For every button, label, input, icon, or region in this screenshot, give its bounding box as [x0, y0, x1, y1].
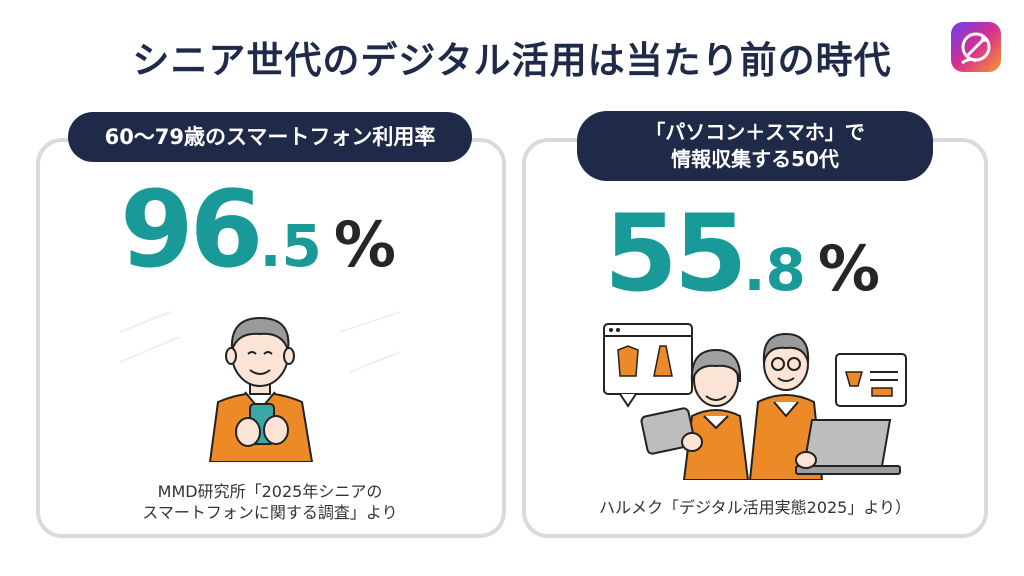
card-label-line-1: 「パソコン＋スマホ」で [645, 120, 865, 144]
card-label: 60〜79歳のスマートフォン利用率 [68, 112, 472, 162]
card-label-line-2: 情報収集する50代 [671, 147, 839, 171]
source-line-1: MMD研究所「2025年シニアの [157, 482, 383, 501]
stat-value-integer: 96 [120, 168, 264, 291]
stat-value-integer: 55 [604, 192, 748, 315]
source-line-2: スマートフォンに関する調査」より [142, 503, 398, 522]
source-note: ハルメク「デジタル活用実態2025」より） [598, 498, 912, 517]
percent-sign: % [333, 208, 397, 281]
senior-man-smartphone-illustration [110, 292, 410, 463]
card-label: 「パソコン＋スマホ」で 情報収集する50代 [577, 111, 933, 181]
source-note: MMD研究所「2025年シニアの スマートフォンに関する調査」より [60, 481, 480, 523]
stat-value: 96.5% [120, 168, 396, 291]
percent-sign: % [817, 232, 881, 305]
stat-value-decimal: .5 [259, 212, 322, 280]
page-title: シニア世代のデジタル活用は当たり前の時代 [132, 39, 892, 82]
satellite-dish-icon [950, 21, 1002, 73]
senior-couple-shopping-illustration [600, 320, 920, 481]
stat-value: 55.8% [604, 192, 880, 315]
stat-value-decimal: .8 [743, 236, 806, 304]
